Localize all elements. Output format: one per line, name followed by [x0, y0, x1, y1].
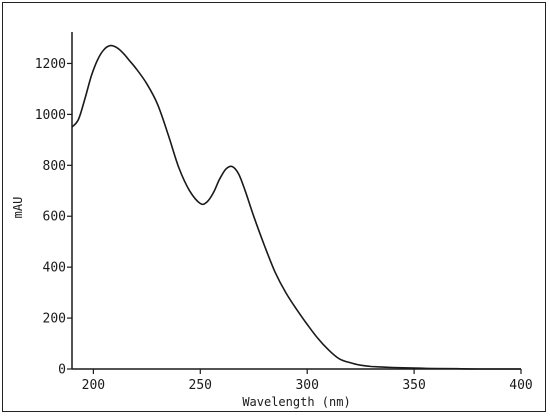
y-axis-label: mAU — [11, 197, 25, 219]
y-tick-label: 200 — [43, 312, 66, 327]
spectrum-line — [71, 44, 521, 370]
y-tick-label: 800 — [43, 159, 66, 174]
y-tick-label: 400 — [43, 261, 66, 276]
chart-frame — [2, 2, 546, 412]
x-tick-label: 250 — [189, 378, 212, 393]
y-tick-label: 1200 — [35, 57, 66, 72]
x-tick-label: 350 — [402, 378, 425, 393]
y-tick-label: 0 — [58, 363, 66, 378]
x-axis-label: Wavelength (nm) — [242, 395, 350, 409]
x-tick-label: 400 — [509, 378, 532, 393]
x-tick-label: 300 — [295, 378, 318, 393]
y-tick-label: 600 — [43, 210, 66, 225]
x-tick-label: 200 — [82, 378, 105, 393]
y-tick-label: 1000 — [35, 108, 66, 123]
